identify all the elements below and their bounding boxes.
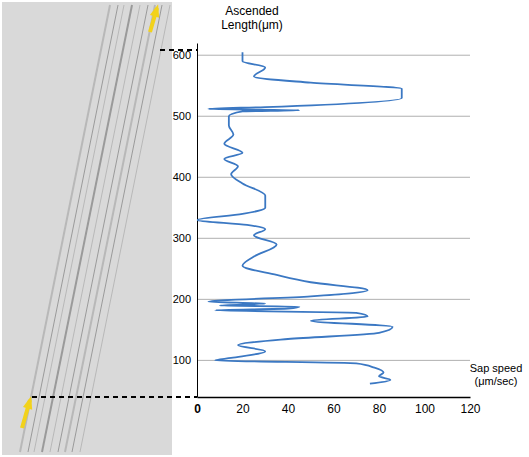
x-tick-label: 100 bbox=[415, 402, 435, 416]
y-tick-label: 200 bbox=[173, 293, 191, 305]
arrow-head bbox=[150, 4, 159, 18]
x-tick: 0 bbox=[194, 397, 201, 416]
micrograph-streak bbox=[72, 5, 162, 452]
x-tick-label: 40 bbox=[282, 402, 296, 416]
x-tick: 80 bbox=[373, 397, 387, 416]
y-tick-label: 300 bbox=[173, 232, 191, 244]
grid-line bbox=[197, 55, 470, 56]
micrograph-ground bbox=[2, 2, 172, 455]
x-tick: 40 bbox=[282, 397, 296, 416]
y-tick-label: 600 bbox=[173, 49, 191, 61]
x-tick: 20 bbox=[236, 397, 250, 416]
y-tick: 300 bbox=[173, 232, 197, 244]
grid-line bbox=[197, 177, 470, 178]
micrograph-streak bbox=[65, 5, 155, 452]
micrograph-streak bbox=[58, 5, 148, 452]
y-tick: 600 bbox=[173, 49, 197, 61]
x-axis-title: Sap speed(μm/sec) bbox=[470, 362, 523, 387]
micrograph-streak bbox=[28, 5, 118, 452]
y-axis-title: AscendedLength(μm) bbox=[221, 4, 283, 32]
micrograph-streak bbox=[42, 5, 132, 452]
connector bbox=[32, 396, 197, 398]
y-axis: 100 200 300 400 500 600 bbox=[173, 44, 198, 398]
y-tick: 500 bbox=[173, 110, 197, 122]
y-tick: 400 bbox=[173, 171, 197, 183]
x-tick-label: 120 bbox=[460, 402, 480, 416]
x-tick: 60 bbox=[327, 397, 341, 416]
sap-speed-line bbox=[197, 52, 402, 383]
x-axis-line bbox=[198, 397, 471, 399]
micrograph-streak bbox=[80, 5, 170, 452]
micrograph-streak bbox=[20, 5, 110, 452]
grid-line bbox=[197, 116, 470, 117]
plot-area bbox=[197, 52, 402, 383]
x-tick: 120 bbox=[460, 397, 480, 416]
x-tick-label: 20 bbox=[236, 402, 250, 416]
x-tick-label: 0 bbox=[194, 402, 201, 416]
y-tick: 200 bbox=[173, 293, 197, 305]
grid-line bbox=[197, 238, 470, 239]
y-tick-label: 500 bbox=[173, 110, 191, 122]
x-tick-label: 60 bbox=[327, 402, 341, 416]
y-tick-label: 400 bbox=[173, 171, 191, 183]
grid bbox=[197, 55, 470, 360]
arrow-head bbox=[23, 396, 32, 410]
y-tick: 100 bbox=[173, 354, 197, 366]
x-axis: 0 20 40 60 80 100 120 bbox=[194, 397, 481, 416]
y-tick-label: 100 bbox=[173, 354, 191, 366]
micrograph-streak bbox=[50, 5, 140, 452]
x-tick-label: 80 bbox=[373, 402, 387, 416]
x-tick: 100 bbox=[415, 397, 435, 416]
micrograph bbox=[2, 2, 197, 455]
